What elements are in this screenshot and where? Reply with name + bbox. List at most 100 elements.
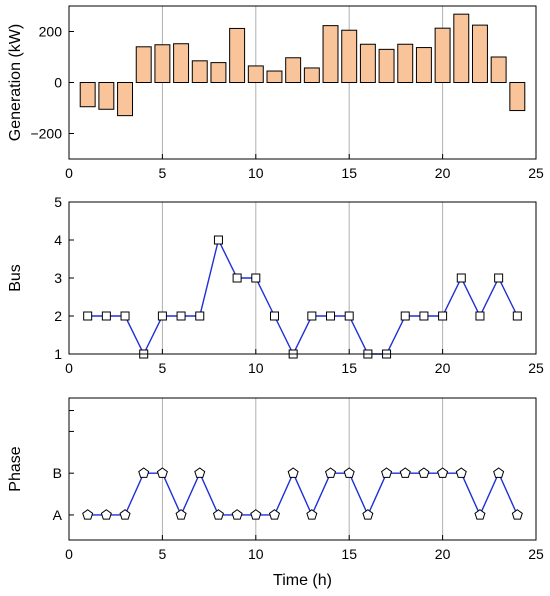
generation-y-axis-label: Generation (kW) [7,24,24,141]
bus-point-11 [269,311,279,321]
generation-bar-3 [117,82,134,117]
bus-xtick-label-25: 25 [528,360,544,376]
phase-point-17 [381,467,393,478]
phase-panel: 0 5 10 15 20 25 A B Phase Time (h) [7,397,544,589]
phase-point-11 [268,509,281,520]
bus-point-1 [83,311,93,321]
generation-ytick-label-200: −200 [30,126,62,142]
bus-point-8 [213,235,223,245]
phase-point-21 [455,467,467,478]
phase-point-8 [212,509,224,520]
phase-point-22 [474,509,486,520]
bus-ytick-label-5: 5 [54,194,62,210]
phase-point-6 [175,509,187,520]
phase-point-15 [343,467,355,478]
bus-plot-frame [68,201,537,355]
phase-point-2 [100,509,112,520]
phase-point-9 [231,509,243,520]
bus-xtick-label-0: 0 [65,360,73,376]
generation-bar-8 [210,62,227,83]
phase-point-24 [511,509,523,520]
generation-bar-9 [229,27,246,84]
generation-bar-15 [341,29,358,84]
generation-xtick-label-25: 25 [528,165,544,181]
phase-point-20 [437,467,449,478]
phase-xtick-label-15: 15 [341,546,357,562]
phase-point-3 [119,509,131,520]
bus-ytick-label-3: 3 [54,270,62,286]
phase-y-axis-label: Phase [7,446,24,491]
generation-bar-6 [173,43,190,83]
generation-bar-22 [471,24,488,83]
phase-point-1 [82,509,94,520]
phase-xtick-label-0: 0 [65,546,73,562]
generation-xtick-label-15: 15 [341,165,357,181]
bus-point-3 [120,311,130,321]
generation-ytick-label-200: 200 [39,24,63,40]
phase-point-23 [493,467,505,478]
generation-bar-1 [79,82,96,108]
phase-ytick-label-a: A [53,507,63,523]
bus-ytick-label-1: 1 [54,346,62,362]
bus-point-15 [344,311,354,321]
bus-point-20 [438,311,448,321]
phase-xtick-label-5: 5 [159,546,167,562]
bus-point-22 [475,311,485,321]
phase-ytick-label-b: B [53,465,62,481]
bus-point-23 [494,273,504,283]
phase-plot-frame [68,397,537,541]
bus-point-5 [157,311,167,321]
bus-point-7 [195,311,205,321]
phase-x-axis-label: Time (h) [273,572,332,589]
phase-point-13 [306,509,318,520]
bus-xtick-label-5: 5 [159,360,167,376]
phase-point-12 [287,467,299,478]
bus-point-24 [512,311,522,321]
bus-xtick-label-10: 10 [248,360,264,376]
bus-point-14 [326,311,336,321]
phase-point-18 [399,467,411,478]
generation-bar-19 [415,47,432,83]
generation-bar-11 [266,70,283,84]
phase-point-16 [362,509,374,520]
phase-xtick-label-25: 25 [528,546,544,562]
generation-xtick-label-10: 10 [248,165,264,181]
generation-bar-10 [247,65,264,84]
phase-xtick-label-20: 20 [435,546,451,562]
generation-bar-17 [378,48,395,83]
generation-xtick-label-0: 0 [65,165,73,181]
bus-ytick-label-4: 4 [54,232,62,248]
generation-bar-21 [453,13,470,83]
generation-bar-4 [135,46,152,83]
generation-xtick-label-5: 5 [159,165,167,181]
generation-panel: 0 5 10 15 20 25 −200 0 200 Generation (kW) [7,5,544,181]
bus-point-9 [232,273,242,283]
bus-point-6 [176,311,186,321]
generation-bar-18 [397,43,414,83]
generation-ytick-label-0: 0 [54,75,62,91]
generation-bar-24 [509,82,526,112]
phase-point-5 [156,467,168,478]
generation-bar-20 [434,27,451,83]
bus-panel: 0 5 10 15 20 25 1 2 3 4 5 Bus [7,194,544,376]
bus-xtick-label-20: 20 [435,360,451,376]
generation-bar-23 [490,56,507,83]
phase-point-10 [250,509,262,520]
phase-point-7 [194,467,206,478]
phase-xtick-label-10: 10 [248,546,264,562]
phase-point-4 [138,467,150,478]
phase-series-line [87,471,518,517]
bus-xtick-label-15: 15 [341,360,357,376]
bus-point-19 [419,311,429,321]
generation-bar-13 [303,67,320,83]
generation-bar-16 [359,43,376,83]
phase-point-19 [418,467,430,478]
generation-bar-7 [191,60,208,83]
phase-point-14 [324,467,337,478]
bus-point-13 [307,311,317,321]
generation-bar-5 [154,44,171,83]
bus-point-10 [251,273,261,283]
generation-xtick-label-20: 20 [435,165,451,181]
bus-point-2 [101,311,111,321]
